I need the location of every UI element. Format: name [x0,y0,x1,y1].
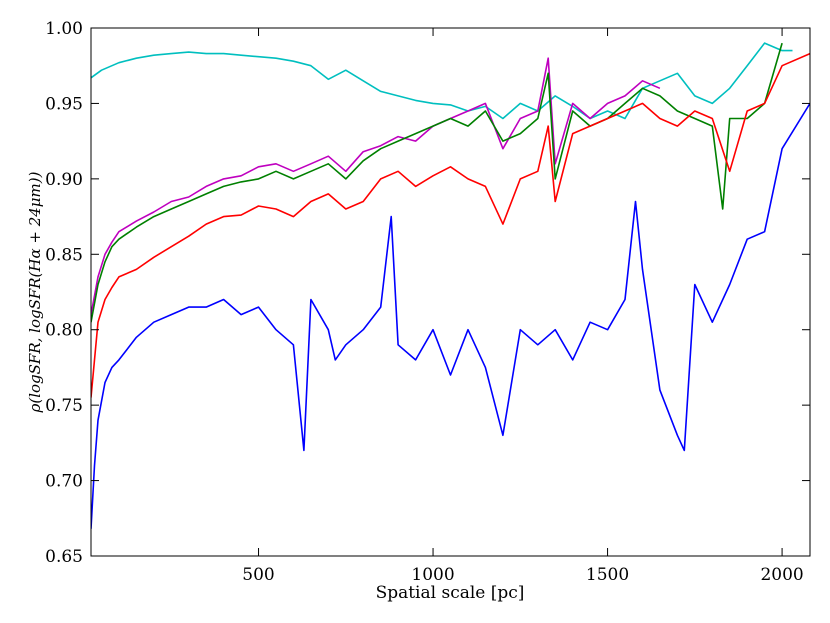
series-layer [91,42,810,529]
x-tick-label: 2000 [760,565,803,585]
y-tick-label: 1.00 [45,19,83,39]
y-tick-label: 0.90 [45,170,83,190]
series-line-blue [91,102,810,529]
y-tick-label: 0.80 [45,321,83,341]
plot-frame [90,27,811,557]
x-tick-label: 1500 [586,565,629,585]
y-tick-label: 0.65 [45,547,83,567]
x-axis-label: Spatial scale [pc] [376,583,525,603]
y-axis-label: ρ(logSFR, logSFR(Hα + 24μm)) [26,171,44,413]
x-tick-label: 500 [242,565,274,585]
y-tick-label: 0.95 [45,94,83,114]
y-tick-label: 0.75 [45,396,83,416]
y-tick-label: 0.70 [45,472,83,492]
series-line-magenta [91,57,661,315]
series-line-green [91,42,783,323]
tick-layer: 500 1000 1500 2000 0.65 0.70 0.75 0.80 0.85 0.90 0… [45,19,810,585]
plot-background [91,28,810,556]
series-line-red [91,52,810,398]
series-line-cyan [91,42,793,120]
y-tick-label: 0.85 [45,245,83,265]
x-tick-label: 1000 [411,565,454,585]
